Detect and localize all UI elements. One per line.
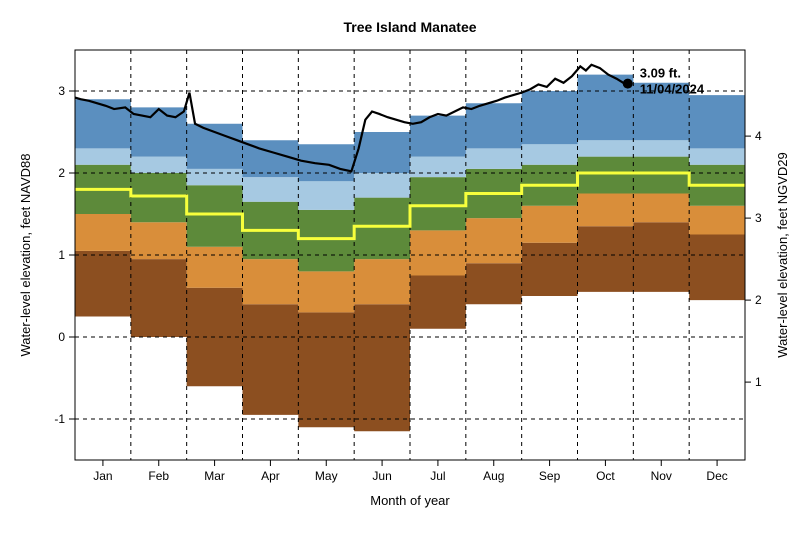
current-marker <box>623 79 633 89</box>
y-left-tick-label: 3 <box>58 84 65 98</box>
marker-value-label: 3.09 ft. <box>640 66 681 81</box>
y-right-axis-label: Water-level elevation, feet NGVD29 <box>775 152 790 357</box>
y-right-tick-label: 4 <box>755 129 762 143</box>
x-tick-label: May <box>315 469 338 483</box>
x-tick-label: Jul <box>430 469 445 483</box>
marker-date-label: 11/04/2024 <box>640 82 705 97</box>
chart-container: Jan Feb Mar Apr May Jun Jul Aug Sep Oct Nov Dec Mont… <box>0 0 800 533</box>
hydro-chart: Jan Feb Mar Apr May Jun Jul Aug Sep Oct Nov Dec Mont… <box>0 0 800 533</box>
y-left-tick-label: -1 <box>54 412 65 426</box>
y-left-tick-label: 0 <box>58 330 65 344</box>
chart-title: Tree Island Manatee <box>343 19 476 35</box>
x-tick-label: Jan <box>93 469 112 483</box>
x-tick-label: Feb <box>148 469 169 483</box>
x-tick-label: Mar <box>204 469 225 483</box>
x-tick-label: Nov <box>651 469 672 483</box>
y-left-axis-label: Water-level elevation, feet NAVD88 <box>18 153 33 356</box>
x-tick-label: Jun <box>372 469 391 483</box>
y-left-tick-label: 2 <box>58 166 65 180</box>
y-right-tick-label: 3 <box>755 211 762 225</box>
x-tick-label: Dec <box>706 469 727 483</box>
x-tick-label: Apr <box>261 469 280 483</box>
x-tick-label: Aug <box>483 469 504 483</box>
x-axis-label: Month of year <box>370 493 450 508</box>
y-right-tick-label: 2 <box>755 293 762 307</box>
x-tick-label: Sep <box>539 469 561 483</box>
y-right-tick-label: 1 <box>755 375 762 389</box>
x-tick-label: Oct <box>596 469 615 483</box>
y-left-tick-label: 1 <box>58 248 65 262</box>
